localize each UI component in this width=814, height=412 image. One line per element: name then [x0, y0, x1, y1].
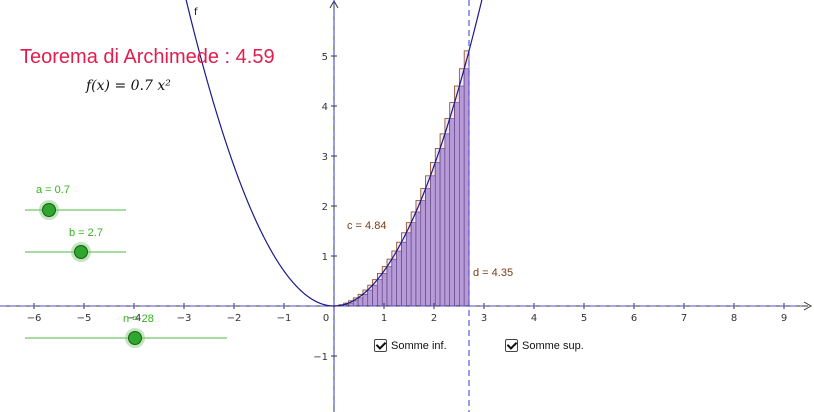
x-tick-label: 8 [731, 313, 737, 324]
lower-sum-rect [430, 175, 436, 307]
lower-sum-rect [377, 279, 383, 307]
y-tick-label: 1 [322, 252, 328, 263]
slider-a-track[interactable] [25, 209, 126, 211]
lower-sum-rect [425, 188, 431, 307]
lower-sum-checkbox[interactable]: Somme inf. [374, 339, 447, 352]
curve-label: f [194, 7, 198, 18]
x-tick-label: 2 [431, 313, 437, 324]
lower-sum-rect [449, 118, 455, 307]
lower-sum-rect [434, 162, 441, 307]
slider-n-handle[interactable] [128, 331, 142, 345]
lower-sum-rect [401, 241, 407, 307]
lower-sum-rect [454, 102, 460, 307]
lower-sum-label: d = 4.35 [473, 267, 513, 279]
lower-sum-rect [420, 200, 426, 307]
lower-sum-rect [352, 300, 359, 307]
function-formula: f(x) = 0.7 x² [86, 78, 171, 94]
x-tick-label: −1 [277, 313, 292, 324]
lower-sum-rect [415, 211, 422, 307]
page-title: Teorema di Archimede : 4.59 [20, 46, 275, 68]
lower-sum-rect [381, 273, 388, 307]
x-tick-label: 5 [581, 313, 587, 324]
slider-b-handle[interactable] [74, 245, 88, 259]
lower-sum-rect [386, 266, 393, 307]
x-tick-label: 7 [681, 313, 687, 324]
lower-sum-rect [444, 133, 451, 307]
lower-sum-rect [357, 297, 364, 307]
y-tick-label: 2 [322, 202, 328, 213]
lower-sum-rect [362, 293, 369, 307]
lower-sum-rect [459, 85, 465, 307]
y-tick-label: 3 [322, 152, 328, 163]
y-tick-label: −1 [313, 352, 328, 363]
x-tick-label: 9 [781, 313, 787, 324]
x-tick-label: −3 [177, 313, 192, 324]
x-axis-arrow [803, 301, 813, 311]
x-tick-label: −5 [77, 313, 92, 324]
slider-n-track[interactable] [25, 337, 227, 339]
upper-sum-checkbox-label: Somme sup. [522, 339, 584, 352]
x-tick-label: −6 [27, 313, 42, 324]
x-tick-label: 6 [631, 313, 637, 324]
slider-a-handle[interactable] [42, 203, 56, 217]
upper-sum-check-icon[interactable] [505, 339, 518, 352]
function-curve [185, 0, 483, 307]
y-tick-label: 5 [322, 52, 328, 63]
lower-sum-rect [367, 289, 373, 307]
y-tick-label: 4 [322, 102, 328, 113]
lower-sum-check-icon[interactable] [374, 339, 387, 352]
lower-sum-rect [396, 250, 402, 307]
x-tick-label: −2 [227, 313, 242, 324]
slider-b-label: b = 2.7 [69, 227, 103, 239]
x-tick-label: −4 [127, 313, 142, 324]
lower-sum-rect [406, 232, 412, 307]
lower-sum-rect [410, 222, 417, 307]
lower-sum-rectangles [338, 68, 470, 307]
lower-sum-rect [372, 284, 378, 307]
x-tick-label: 4 [531, 313, 537, 324]
upper-sum-label: c = 4.84 [347, 220, 386, 232]
lower-sum-checkbox-label: Somme inf. [391, 339, 447, 352]
slider-a-label: a = 0.7 [36, 184, 70, 196]
x-tick-label: 1 [381, 313, 387, 324]
x-tick-label: 3 [481, 313, 487, 324]
upper-sum-checkbox[interactable]: Somme sup. [505, 339, 584, 352]
slider-n-label: n = 28 [123, 313, 154, 325]
lower-sum-rect [391, 258, 397, 307]
lower-sum-rect [463, 68, 470, 307]
lower-sum-rect [439, 148, 446, 307]
x-tick-label: 0 [323, 313, 329, 324]
